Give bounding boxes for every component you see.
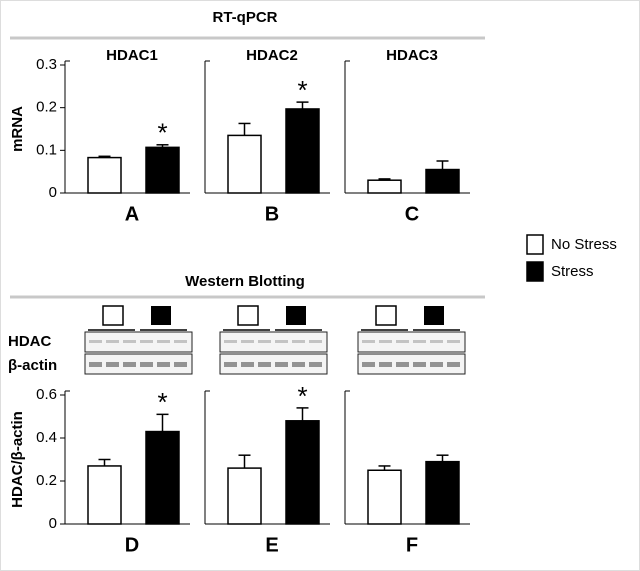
legend: No Stress Stress bbox=[526, 234, 617, 282]
blot-band bbox=[106, 362, 119, 367]
blot-band bbox=[379, 340, 392, 343]
bar bbox=[87, 465, 122, 525]
panel-label: D bbox=[125, 534, 139, 556]
blot-band bbox=[362, 362, 375, 367]
blot-box bbox=[219, 331, 328, 353]
bar bbox=[425, 168, 460, 194]
blot-band bbox=[140, 340, 153, 343]
significance: * bbox=[297, 381, 307, 411]
blot-band bbox=[89, 362, 102, 367]
panel-label: C bbox=[405, 203, 419, 225]
y-tick-label: 0 bbox=[49, 515, 57, 532]
blot-box bbox=[357, 353, 466, 375]
blot-band bbox=[157, 340, 170, 343]
blot-band bbox=[258, 340, 271, 343]
bar bbox=[367, 179, 402, 194]
blot-key bbox=[102, 305, 124, 326]
blot-key bbox=[237, 305, 259, 326]
blot-band bbox=[447, 362, 460, 367]
blot-key bbox=[286, 306, 306, 325]
significance: * bbox=[157, 118, 167, 148]
blot-band bbox=[292, 340, 305, 343]
blots bbox=[84, 305, 466, 375]
blot-band bbox=[309, 362, 322, 367]
legend-swatch bbox=[526, 234, 544, 255]
blot-band bbox=[309, 340, 322, 343]
blot-band bbox=[123, 340, 136, 343]
blot-box bbox=[84, 353, 193, 375]
blot-key bbox=[424, 306, 444, 325]
blot-band bbox=[362, 340, 375, 343]
y-tick-label: 0.2 bbox=[36, 99, 57, 116]
y-tick-label: 0.1 bbox=[36, 141, 57, 158]
y-tick-label: 0.4 bbox=[36, 429, 57, 446]
y-axis-label: HDAC/β-actin bbox=[9, 411, 26, 508]
panel-label: A bbox=[125, 203, 139, 225]
blot-band bbox=[396, 362, 409, 367]
blot-band bbox=[89, 340, 102, 343]
chart-title: HDAC3 bbox=[386, 47, 438, 64]
blot-band bbox=[258, 362, 271, 367]
blot-band bbox=[106, 340, 119, 343]
blot-label: HDAC bbox=[8, 333, 51, 350]
blot-band bbox=[447, 340, 460, 343]
panel-label: E bbox=[265, 534, 278, 556]
bar bbox=[87, 156, 122, 194]
significance: * bbox=[157, 387, 167, 417]
blot-band bbox=[413, 362, 426, 367]
blot-band bbox=[396, 340, 409, 343]
blot-band bbox=[379, 362, 392, 367]
blot-band bbox=[157, 362, 170, 367]
blot-band bbox=[224, 340, 237, 343]
legend-label: Stress bbox=[551, 263, 594, 280]
blot-label: β-actin bbox=[8, 357, 57, 374]
y-tick-label: 0 bbox=[49, 184, 57, 201]
blot-band bbox=[241, 340, 254, 343]
blot-band bbox=[174, 340, 187, 343]
bar bbox=[367, 469, 402, 525]
blot-band bbox=[224, 362, 237, 367]
bar bbox=[425, 460, 460, 525]
bar bbox=[145, 430, 180, 525]
bar bbox=[227, 467, 262, 525]
bar bbox=[145, 146, 180, 194]
legend-swatch bbox=[526, 261, 544, 282]
blot-box bbox=[84, 331, 193, 353]
y-tick-label: 0.6 bbox=[36, 386, 57, 403]
y-tick-label: 0.2 bbox=[36, 472, 57, 489]
significance: * bbox=[297, 75, 307, 105]
bar bbox=[227, 134, 262, 194]
panel-label: B bbox=[265, 203, 279, 225]
blot-band bbox=[241, 362, 254, 367]
blot-band bbox=[140, 362, 153, 367]
legend-label: No Stress bbox=[551, 236, 617, 253]
blot-band bbox=[430, 340, 443, 343]
chart-title: HDAC1 bbox=[106, 47, 158, 64]
y-tick-label: 0.3 bbox=[36, 56, 57, 73]
blot-box bbox=[357, 331, 466, 353]
blot-band bbox=[275, 340, 288, 343]
chart-title: HDAC2 bbox=[246, 47, 298, 64]
bar bbox=[285, 108, 320, 194]
blot-band bbox=[123, 362, 136, 367]
blot-band bbox=[292, 362, 305, 367]
bar bbox=[285, 420, 320, 525]
blot-key bbox=[151, 306, 171, 325]
section-title: Western Blotting bbox=[185, 273, 305, 290]
y-axis-label: mRNA bbox=[9, 106, 26, 152]
panel-label: F bbox=[406, 534, 418, 556]
section-title: RT-qPCR bbox=[213, 9, 278, 26]
blot-band bbox=[413, 340, 426, 343]
blot-box bbox=[219, 353, 328, 375]
blot-band bbox=[275, 362, 288, 367]
blot-key bbox=[375, 305, 397, 326]
blot-band bbox=[174, 362, 187, 367]
blot-band bbox=[430, 362, 443, 367]
